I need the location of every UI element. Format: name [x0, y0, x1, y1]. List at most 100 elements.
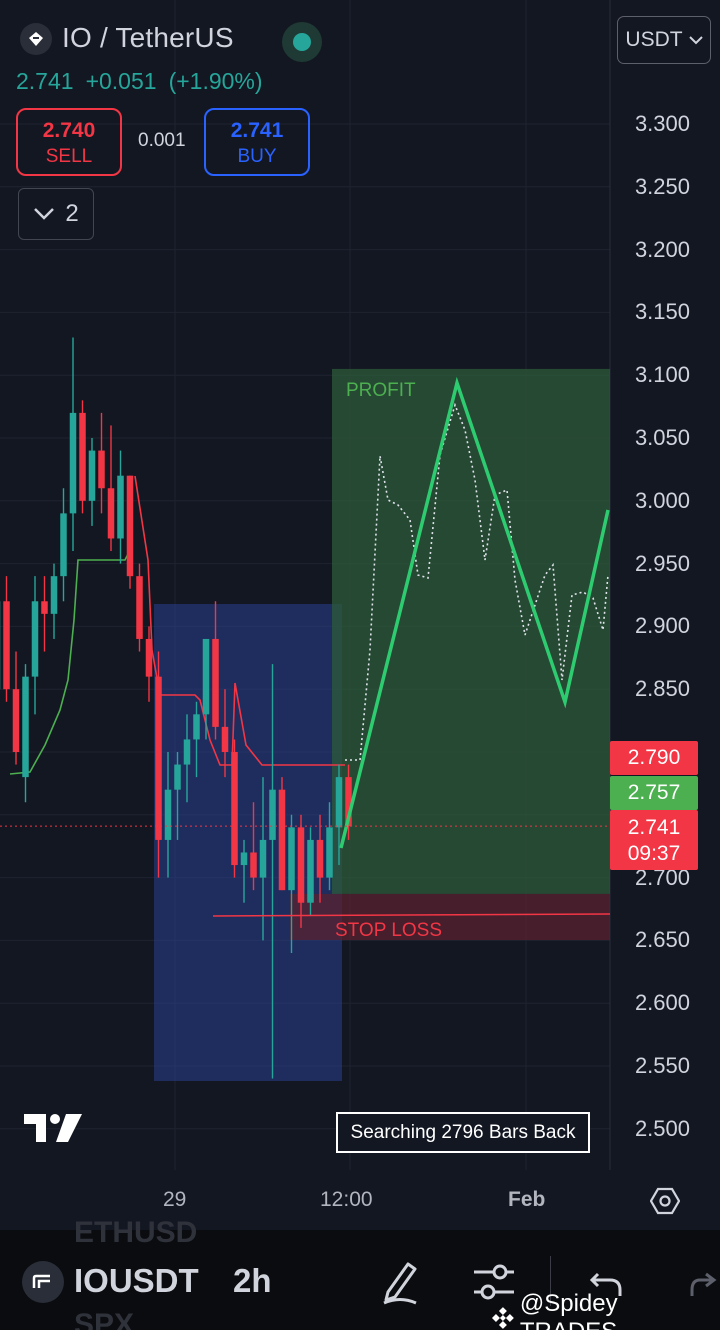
current-price-badge: 2.741 09:37 — [610, 810, 698, 870]
entry-level-badge: 2.757 — [610, 776, 698, 810]
price-axis-label: 2.950 — [634, 550, 690, 576]
symbol-logo-icon[interactable] — [22, 1261, 64, 1303]
candle-body — [202, 638, 210, 715]
price-change: +0.051 — [85, 68, 157, 94]
candle-body — [88, 450, 96, 501]
price-axis-label: 3.300 — [634, 111, 690, 136]
currency-select[interactable]: USDT — [617, 16, 711, 64]
profit-label: PROFIT — [346, 380, 416, 401]
candle-body — [240, 852, 248, 866]
price-axis-label: 2.550 — [634, 1053, 690, 1078]
chevron-down-icon — [688, 35, 703, 44]
candle-body — [212, 638, 219, 727]
toolbar-separator — [550, 1256, 551, 1306]
candlestick-series — [0, 337, 352, 1079]
moving-average-line — [9, 549, 131, 775]
buy-label: BUY — [237, 146, 277, 167]
chevron-down-icon — [34, 208, 55, 220]
candle-body — [326, 827, 333, 878]
price-axis-label: 2.900 — [634, 613, 690, 639]
price-change-percent: (+1.90%) — [168, 68, 263, 94]
sell-price: 2.740 — [42, 119, 96, 142]
candle-body — [117, 475, 124, 539]
candle-body — [31, 601, 39, 677]
candle-body — [136, 576, 143, 639]
market-status-icon[interactable] — [282, 22, 322, 62]
candle-body — [231, 752, 238, 866]
price-axis-label: 3.200 — [634, 236, 690, 262]
candle-body — [183, 739, 191, 765]
projection-zigzag — [339, 376, 610, 849]
candle-body — [193, 714, 200, 740]
candle-body — [60, 513, 67, 577]
candle-body — [155, 676, 162, 840]
searching-status: Searching 2796 Bars Back — [336, 1112, 590, 1153]
candle-body — [259, 839, 267, 878]
price-axis-label: 3.050 — [634, 425, 690, 450]
spread-value: 0.001 — [138, 130, 186, 151]
symbol-carousel-next[interactable]: SPX — [74, 1308, 135, 1330]
interval-select[interactable]: 2h — [233, 1262, 272, 1299]
tradingview-logo-icon[interactable] — [22, 1111, 84, 1150]
currency-label: USDT — [625, 28, 683, 51]
io-logo-icon[interactable] — [20, 23, 52, 55]
candle-body — [269, 789, 276, 840]
candle-body — [316, 839, 324, 878]
price-axis-label: 3.100 — [634, 362, 690, 388]
sell-label: SELL — [45, 146, 93, 167]
price-axis-label: 3.000 — [634, 487, 690, 513]
candle-body — [107, 488, 115, 539]
candle-body — [307, 839, 314, 903]
candle-body — [126, 475, 134, 577]
candle-body — [79, 412, 86, 501]
candle-body — [22, 676, 29, 778]
redo-icon[interactable] — [690, 1268, 720, 1303]
candle-body — [221, 726, 229, 752]
candle-body — [297, 827, 305, 903]
candle-body — [69, 412, 77, 514]
chart-header: IO / TetherUS 2.741 +0.051 (+1.90%) 2.740 … — [0, 0, 610, 250]
symbol-title[interactable]: IO / TetherUS — [62, 22, 234, 53]
last-price: 2.741 — [16, 68, 74, 94]
price-axis-label: 2.500 — [634, 1115, 690, 1141]
upper-level-badge: 2.790 — [610, 741, 698, 775]
price-quote: 2.741 +0.051 (+1.90%) — [16, 68, 275, 95]
undo-icon[interactable] — [589, 1268, 624, 1303]
pattern-range-box — [154, 604, 342, 1081]
watermark: @Spidey TRADES — [490, 1290, 720, 1330]
stop-loss-line — [212, 913, 611, 917]
buy-price: 2.741 — [230, 119, 284, 142]
bar-countdown: 09:37 — [627, 842, 681, 865]
price-axis-label: 2.650 — [634, 927, 690, 953]
sell-button[interactable]: 2.740 SELL — [16, 108, 122, 176]
candle-body — [3, 601, 10, 690]
candle-body — [288, 827, 295, 891]
symbol-carousel-prev[interactable]: ETHUSD — [74, 1216, 198, 1249]
binance-logo-icon — [491, 1307, 514, 1329]
candle-body — [145, 638, 153, 677]
buy-button[interactable]: 2.741 BUY — [204, 108, 310, 176]
time-axis-label: 29 — [163, 1188, 187, 1211]
projection-dotted-path — [345, 402, 609, 761]
candle-body — [164, 789, 172, 840]
indicators-count: 2 — [65, 200, 79, 227]
chart-settings-hexagon-icon[interactable] — [649, 1186, 681, 1221]
candle-body — [278, 789, 286, 891]
candle-body — [174, 764, 181, 790]
indicators-sliders-icon[interactable] — [472, 1258, 516, 1311]
price-axis-label: 2.600 — [634, 990, 690, 1016]
candle-body — [41, 601, 48, 614]
toolbar-symbol[interactable]: IOUSDT — [74, 1262, 199, 1299]
candle-body — [98, 450, 105, 489]
stop-loss-label: STOP LOSS — [335, 920, 443, 941]
price-axis-label: 2.850 — [634, 676, 690, 702]
time-axis-label: Feb — [508, 1188, 546, 1211]
watermark-text: @Spidey TRADES — [519, 1290, 618, 1330]
candle-body — [12, 689, 20, 752]
price-axis-label: 3.150 — [634, 299, 690, 325]
current-price-value: 2.741 — [627, 816, 681, 839]
indicators-toggle-button[interactable]: 2 — [18, 188, 94, 240]
pencil-drawing-icon[interactable] — [380, 1258, 420, 1311]
chart-canvas[interactable] — [0, 0, 720, 1230]
